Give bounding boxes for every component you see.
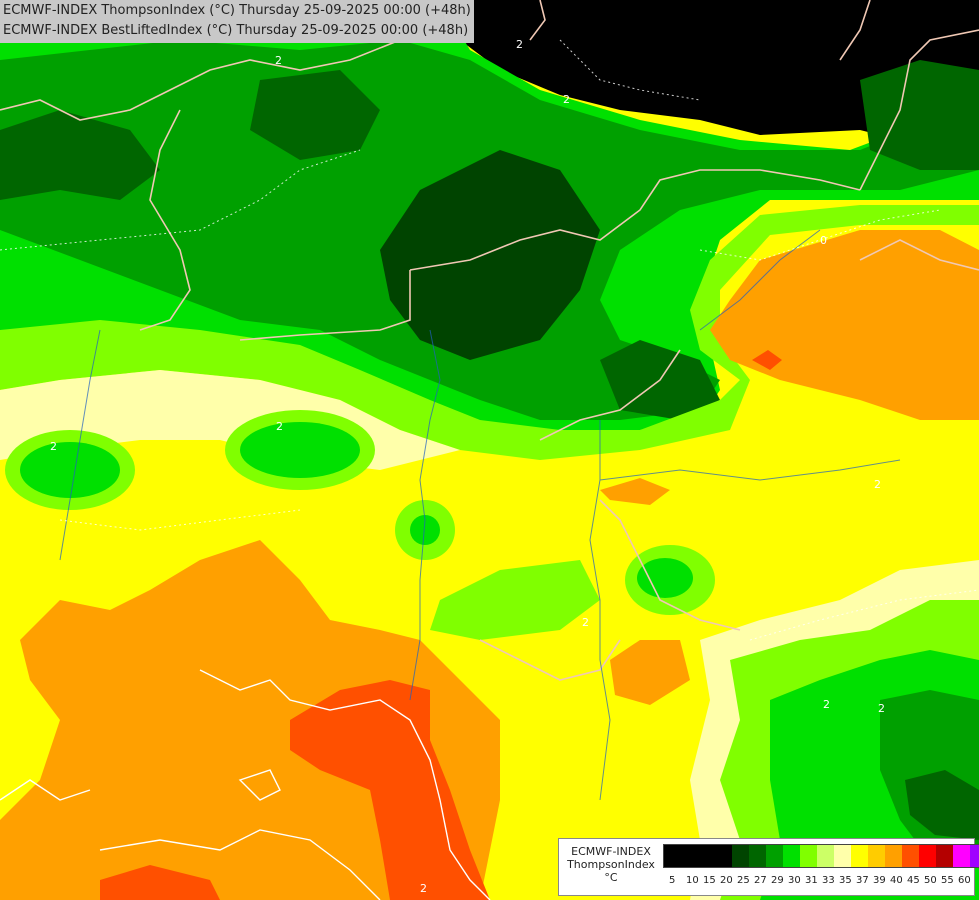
legend-swatch <box>834 845 851 867</box>
contour-label: 2 <box>420 882 427 895</box>
region-green-dark-1 <box>380 150 600 360</box>
legend-swatch <box>749 845 766 867</box>
contour-label: 2 <box>563 93 570 106</box>
legend-swatch <box>851 845 868 867</box>
legend-swatch <box>664 845 681 867</box>
contour-label: 0 <box>820 234 827 247</box>
legend-swatch <box>970 845 979 867</box>
legend-swatch <box>885 845 902 867</box>
legend-tick-label: 29 <box>771 875 784 886</box>
legend-tick-label: 30 <box>788 875 801 886</box>
legend-tick-label: 33 <box>822 875 835 886</box>
contour-label: 2 <box>50 440 57 453</box>
region-lime-band <box>0 205 979 460</box>
region-lime-center-3 <box>430 560 600 640</box>
color-legend: ECMWF-INDEX ThompsonIndex °C 5 10 15 20 25 27… <box>558 838 979 896</box>
legend-ticks: 5 10 15 20 25 27 29 30 31 33 35 37 39 40 45 50 55 60 <box>669 875 975 886</box>
contour-label: 2 <box>878 702 885 715</box>
legend-tick-label: 39 <box>873 875 886 886</box>
legend-tick-label: 60 <box>958 875 971 886</box>
legend-swatch <box>953 845 970 867</box>
legend-tick-label: 5 <box>669 875 676 886</box>
contour-label: 2 <box>823 698 830 711</box>
legend-tick-label: 20 <box>720 875 733 886</box>
legend-tick-label: 27 <box>754 875 767 886</box>
legend-title: ECMWF-INDEX ThompsonIndex °C <box>565 845 657 884</box>
region-black-southeast <box>905 770 979 840</box>
dotted-contours <box>0 39 979 641</box>
legend-swatch <box>681 845 698 867</box>
contour-label: 2 <box>275 54 282 67</box>
legend-swatch <box>800 845 817 867</box>
legend-swatch <box>936 845 953 867</box>
legend-unit: °C <box>604 871 618 884</box>
header-line-lifted: ECMWF-INDEX BestLiftedIndex (°C) Thursda… <box>3 23 469 38</box>
region-green-west-1b <box>20 442 120 498</box>
legend-color-bar <box>663 844 979 868</box>
header-line-thompson: ECMWF-INDEX ThompsonIndex (°C) Thursday … <box>3 3 471 18</box>
legend-tick-label: 35 <box>839 875 852 886</box>
legend-swatch <box>817 845 834 867</box>
legend-tick-label: 10 <box>686 875 699 886</box>
white-borders-south <box>0 669 491 900</box>
legend-swatch <box>902 845 919 867</box>
contour-label: 2 <box>276 420 283 433</box>
region-black-north <box>440 0 979 140</box>
legend-tick-label: 37 <box>856 875 869 886</box>
legend-tick-label: 25 <box>737 875 750 886</box>
legend-title-index: ThompsonIndex <box>567 858 655 871</box>
region-green-center <box>410 515 440 545</box>
legend-tick-label: 15 <box>703 875 716 886</box>
region-green-center-2 <box>637 558 693 598</box>
region-redorange-south <box>290 680 490 900</box>
region-green-dark-4 <box>860 60 979 170</box>
region-green-dark-5 <box>250 70 380 160</box>
region-orange-se-small <box>610 640 690 705</box>
contour-labels: 2 2 2 2 2 2 0 2 2 2 2 <box>50 38 885 895</box>
legend-tick-label: 45 <box>907 875 920 886</box>
region-green-dark-2 <box>0 110 160 200</box>
region-green-west-2b <box>240 422 360 478</box>
legend-swatch <box>698 845 715 867</box>
region-orange-small <box>600 478 670 505</box>
rivers <box>59 229 901 801</box>
legend-tick-label: 50 <box>924 875 937 886</box>
legend-swatch <box>919 845 936 867</box>
legend-tick-label: 31 <box>805 875 818 886</box>
legend-tick-label: 55 <box>941 875 954 886</box>
contour-label: 2 <box>582 616 589 629</box>
legend-swatch <box>783 845 800 867</box>
legend-swatch <box>868 845 885 867</box>
region-redorange-sw <box>100 865 220 900</box>
contour-label: 2 <box>874 478 881 491</box>
region-red-orange-east <box>752 350 782 370</box>
legend-swatch <box>766 845 783 867</box>
legend-tick-label: 40 <box>890 875 903 886</box>
legend-swatch <box>715 845 732 867</box>
map-header: ECMWF-INDEX ThompsonIndex (°C) Thursday … <box>0 0 474 43</box>
region-orange-east <box>710 230 979 420</box>
legend-swatch <box>732 845 749 867</box>
contour-label: 2 <box>516 38 523 51</box>
legend-title-model: ECMWF-INDEX <box>571 845 651 858</box>
